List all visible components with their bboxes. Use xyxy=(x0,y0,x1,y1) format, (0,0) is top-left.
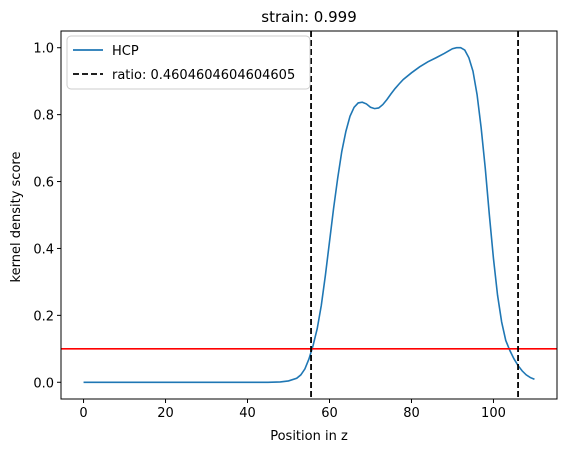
y-tick-label: 1.0 xyxy=(33,42,54,57)
series-line-hcp xyxy=(83,46,535,384)
y-tick-label: 0.0 xyxy=(33,376,54,391)
legend-label-hcp: HCP xyxy=(112,44,139,59)
axis-ticks: 0 20 40 60 80 100 0.0 0.2 0.4 0.6 0.8 1.0 xyxy=(33,42,506,421)
legend-box xyxy=(66,35,311,90)
x-tick-label: 80 xyxy=(403,406,420,421)
x-tick-label: 20 xyxy=(157,406,174,421)
y-tick-label: 0.2 xyxy=(33,309,54,324)
legend: HCP ratio: 0.4604604604604605 xyxy=(66,35,311,90)
x-axis-label: Position in z xyxy=(270,429,348,444)
y-tick-label: 0.4 xyxy=(33,242,54,257)
x-tick-label: 100 xyxy=(481,406,506,421)
y-tick-label: 0.8 xyxy=(33,109,54,124)
x-tick-label: 40 xyxy=(239,406,256,421)
y-axis-label: kernel density score xyxy=(9,152,24,283)
plot-frame xyxy=(60,30,558,400)
chart-title: strain: 0.999 xyxy=(261,8,357,26)
y-tick-label: 0.6 xyxy=(33,176,54,191)
plot-area xyxy=(61,31,557,399)
x-tick-label: 60 xyxy=(321,406,338,421)
legend-label-ratio: ratio: 0.4604604604604605 xyxy=(112,68,295,83)
x-tick-label: 0 xyxy=(79,406,87,421)
